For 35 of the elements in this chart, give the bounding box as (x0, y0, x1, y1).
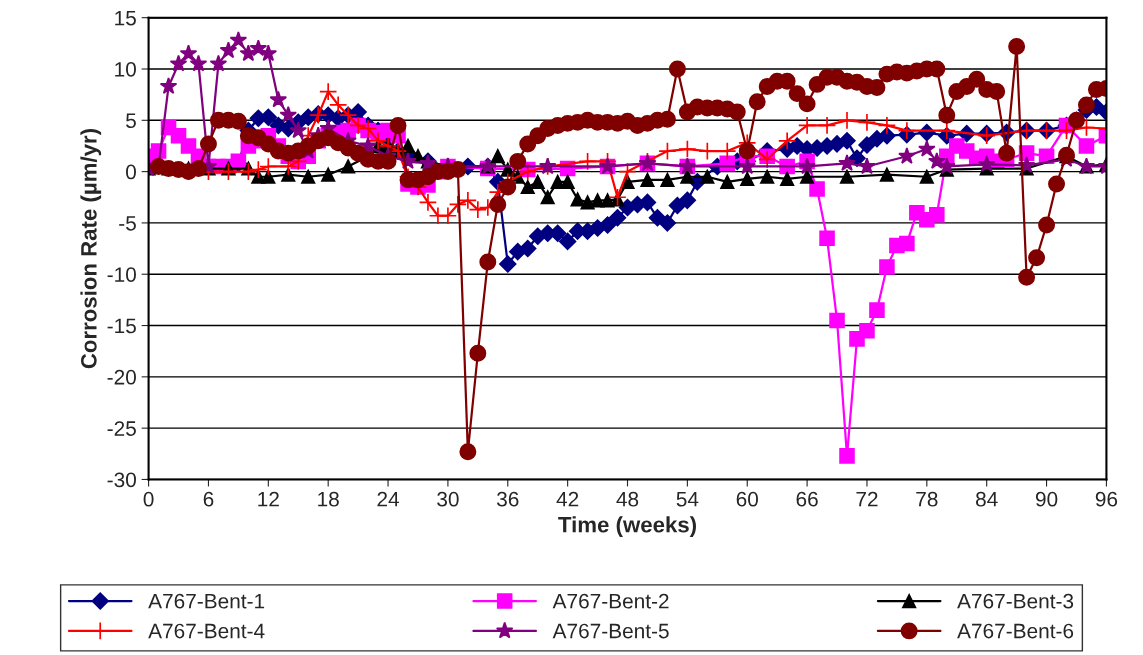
y-tick-label: 15 (115, 10, 136, 26)
x-tick-label: 66 (796, 491, 818, 507)
x-tick-label: 6 (203, 491, 214, 507)
x-tick-label: 30 (437, 491, 459, 507)
x-tick-label: 18 (318, 491, 339, 507)
x-tick-label: 36 (496, 491, 519, 507)
legend-label: A767-Bent-1 (148, 593, 265, 609)
x-tick-label: 78 (916, 491, 938, 507)
x-tick-label: 42 (556, 491, 579, 507)
x-tick-label: 24 (377, 491, 400, 507)
legend-label: A767-Bent-5 (552, 623, 669, 639)
x-tick-label: 0 (143, 491, 154, 507)
legend-label: A767-Bent-4 (148, 623, 265, 639)
legend-label: A767-Bent-3 (957, 593, 1074, 609)
y-tick-label: 10 (115, 61, 136, 77)
y-tick-label: -20 (107, 369, 136, 385)
y-tick-label: 0 (126, 164, 136, 180)
x-tick-label: 12 (258, 491, 279, 507)
y-tick-label: 5 (126, 113, 136, 129)
x-tick-label: 54 (676, 492, 699, 507)
x-tick-label: 72 (856, 491, 878, 507)
legend-label: A767-Bent-2 (552, 593, 669, 609)
y-axis-title: Corrosion Rate (µm/yr) (80, 129, 102, 369)
x-tick-label: 48 (616, 491, 639, 507)
y-tick-label: -30 (107, 472, 136, 488)
y-tick-label: -10 (107, 267, 136, 282)
x-tick-label: 96 (1095, 491, 1118, 507)
x-axis-title: Time (weeks) (558, 516, 696, 537)
x-tick-label: 90 (1035, 491, 1058, 507)
y-tick-label: -5 (119, 216, 136, 231)
x-tick-label: 60 (736, 491, 759, 507)
x-tick-label: 84 (976, 491, 998, 507)
y-tick-label: -25 (107, 421, 136, 436)
legend-label: A767-Bent-6 (957, 623, 1074, 639)
y-tick-label: -15 (107, 318, 136, 334)
